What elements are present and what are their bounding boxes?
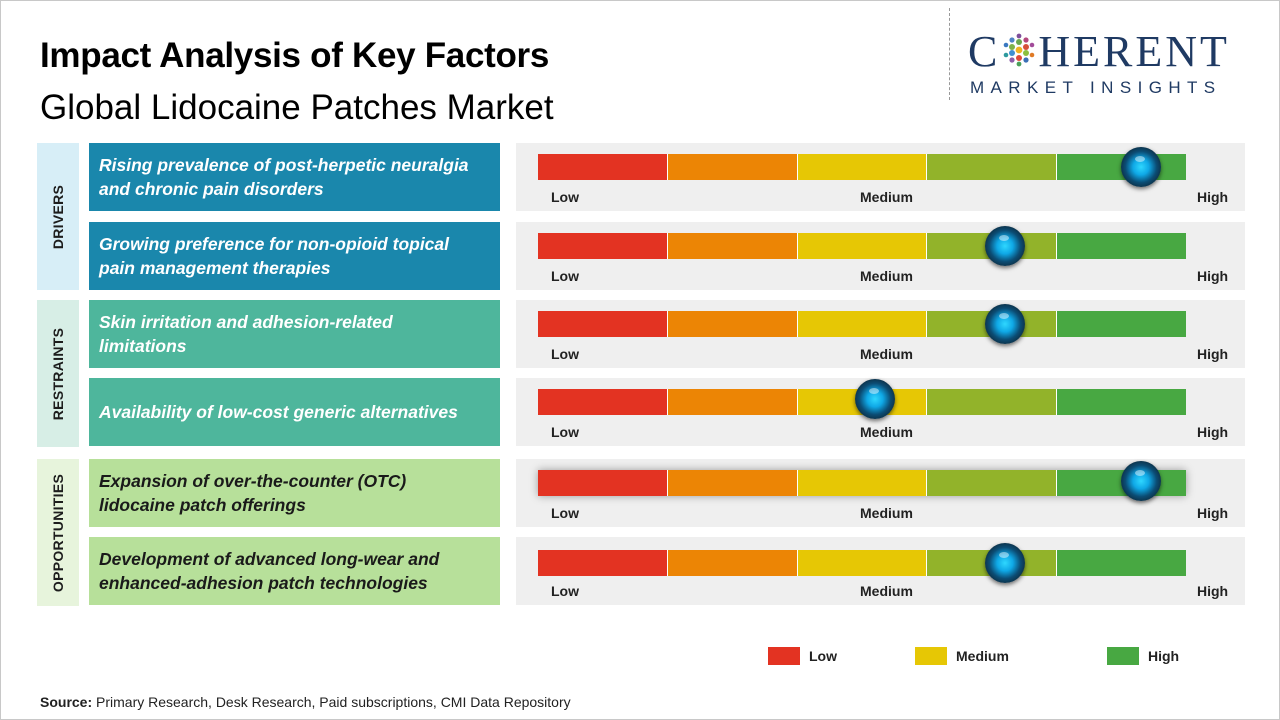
scale-seg-low-medium: [667, 550, 798, 576]
source-note: Source: Primary Research, Desk Research,…: [40, 694, 571, 710]
scale-label-low: Low: [551, 583, 579, 599]
factor-text-line: lidocaine patch offerings: [99, 495, 306, 515]
impact-scale: [538, 550, 1186, 576]
impact-indicator: [1120, 147, 1161, 187]
impact-scale: [538, 311, 1186, 337]
scale-seg-low-medium: [667, 311, 798, 337]
impact-indicator: [854, 379, 895, 419]
scale-seg-medium: [797, 311, 928, 337]
scale-label-high: High: [1197, 346, 1229, 362]
scale-label-high: High: [1197, 424, 1229, 440]
header-divider: [949, 8, 950, 100]
legend-label-high: High: [1148, 648, 1180, 664]
impact-indicator: [1120, 461, 1161, 501]
scale-seg-medium-high: [927, 389, 1058, 415]
impact-indicator: [984, 543, 1025, 583]
scale-label-low: Low: [551, 268, 579, 284]
factor-text-line: Availability of low-cost generic alterna…: [99, 402, 458, 422]
scale-seg-high: [1057, 311, 1186, 337]
page-subtitle: Global Lidocaine Patches Market: [40, 88, 554, 127]
scale-seg-high: [1057, 233, 1186, 259]
legend-label-medium: Medium: [956, 648, 1009, 664]
factor-box: Expansion of over-the-counter (OTC) lidoc…: [89, 459, 500, 527]
scale-seg-low-medium: [667, 233, 798, 259]
factor-text-line: Development of advanced long-wear and: [99, 549, 440, 569]
impact-scale: [538, 154, 1186, 180]
scale-label-low: Low: [551, 424, 579, 440]
category-drivers: DRIVERS: [37, 143, 79, 290]
factor-text-line: Growing preference for non-opioid topica…: [99, 234, 450, 254]
legend-swatch-low: [768, 647, 800, 665]
factor-box: Skin irritation and adhesion-related limi…: [89, 300, 500, 368]
factor-box: Growing preference for non-opioid topica…: [89, 222, 500, 290]
factor-box: Availability of low-cost generic alterna…: [89, 378, 500, 446]
scale-label-medium: Medium: [860, 189, 913, 205]
logo-tagline: MARKET INSIGHTS: [970, 78, 1222, 97]
scale-label-medium: Medium: [860, 424, 913, 440]
scale-seg-low: [538, 550, 668, 576]
scale-label-low: Low: [551, 346, 579, 362]
impact-scale: [538, 470, 1186, 496]
scale-label-high: High: [1197, 189, 1229, 205]
factor-box: Development of advanced long-wear and enh…: [89, 537, 500, 605]
scale-seg-medium: [797, 154, 928, 180]
factor-text-line: Expansion of over-the-counter (OTC): [99, 471, 407, 491]
category-label: DRIVERS: [50, 184, 66, 249]
scale-seg-low: [538, 233, 668, 259]
logo-letter-c: C: [968, 27, 1001, 76]
legend-swatch-high: [1107, 647, 1139, 665]
source-text: Primary Research, Desk Research, Paid su…: [96, 694, 571, 710]
factor-box: Rising prevalence of post-herpetic neura…: [89, 143, 500, 211]
category-restraints: RESTRAINTS: [37, 300, 79, 447]
category-opportunities: OPPORTUNITIES: [37, 459, 79, 606]
scale-label-high: High: [1197, 505, 1229, 521]
factor-text-line: enhanced-adhesion patch technologies: [99, 573, 428, 593]
factor-text-line: Skin irritation and adhesion-related: [99, 312, 393, 332]
scale-seg-medium-high: [927, 154, 1058, 180]
logo-wordmark: C HERENT: [968, 30, 1230, 74]
factor-text-line: and chronic pain disorders: [99, 179, 324, 199]
scale-label-medium: Medium: [860, 505, 913, 521]
factor-text-line: Rising prevalence of post-herpetic neura…: [99, 155, 469, 175]
scale-label-high: High: [1197, 583, 1229, 599]
scale-seg-high: [1057, 389, 1186, 415]
logo-letters-herent: HERENT: [1038, 27, 1230, 76]
impact-scale: [538, 233, 1186, 259]
scale-seg-low: [538, 389, 668, 415]
factor-text-line: pain management therapies: [99, 258, 331, 278]
scale-label-low: Low: [551, 189, 579, 205]
scale-seg-low: [538, 154, 668, 180]
source-label: Source:: [40, 694, 93, 710]
impact-indicator: [984, 226, 1025, 266]
logo-dot-globe-icon: [1004, 33, 1035, 67]
scale-seg-medium: [797, 550, 928, 576]
impact-indicator: [984, 304, 1025, 344]
category-label: OPPORTUNITIES: [50, 473, 66, 592]
legend-label-low: Low: [809, 648, 837, 664]
scale-seg-low: [538, 470, 668, 496]
scale-label-high: High: [1197, 268, 1229, 284]
scale-seg-low-medium: [667, 389, 798, 415]
scale-seg-low: [538, 311, 668, 337]
scale-seg-high: [1057, 550, 1186, 576]
scale-seg-medium: [797, 470, 928, 496]
legend-swatch-medium: [915, 647, 947, 665]
factor-text-line: limitations: [99, 336, 187, 356]
scale-label-medium: Medium: [860, 268, 913, 284]
scale-seg-medium: [797, 233, 928, 259]
scale-seg-medium-high: [927, 470, 1058, 496]
category-label: RESTRAINTS: [50, 327, 66, 420]
scale-seg-low-medium: [667, 470, 798, 496]
scale-label-medium: Medium: [860, 583, 913, 599]
scale-label-low: Low: [551, 505, 579, 521]
scale-label-medium: Medium: [860, 346, 913, 362]
page-title: Impact Analysis of Key Factors: [40, 36, 550, 75]
scale-seg-low-medium: [667, 154, 798, 180]
impact-scale: [538, 389, 1186, 415]
